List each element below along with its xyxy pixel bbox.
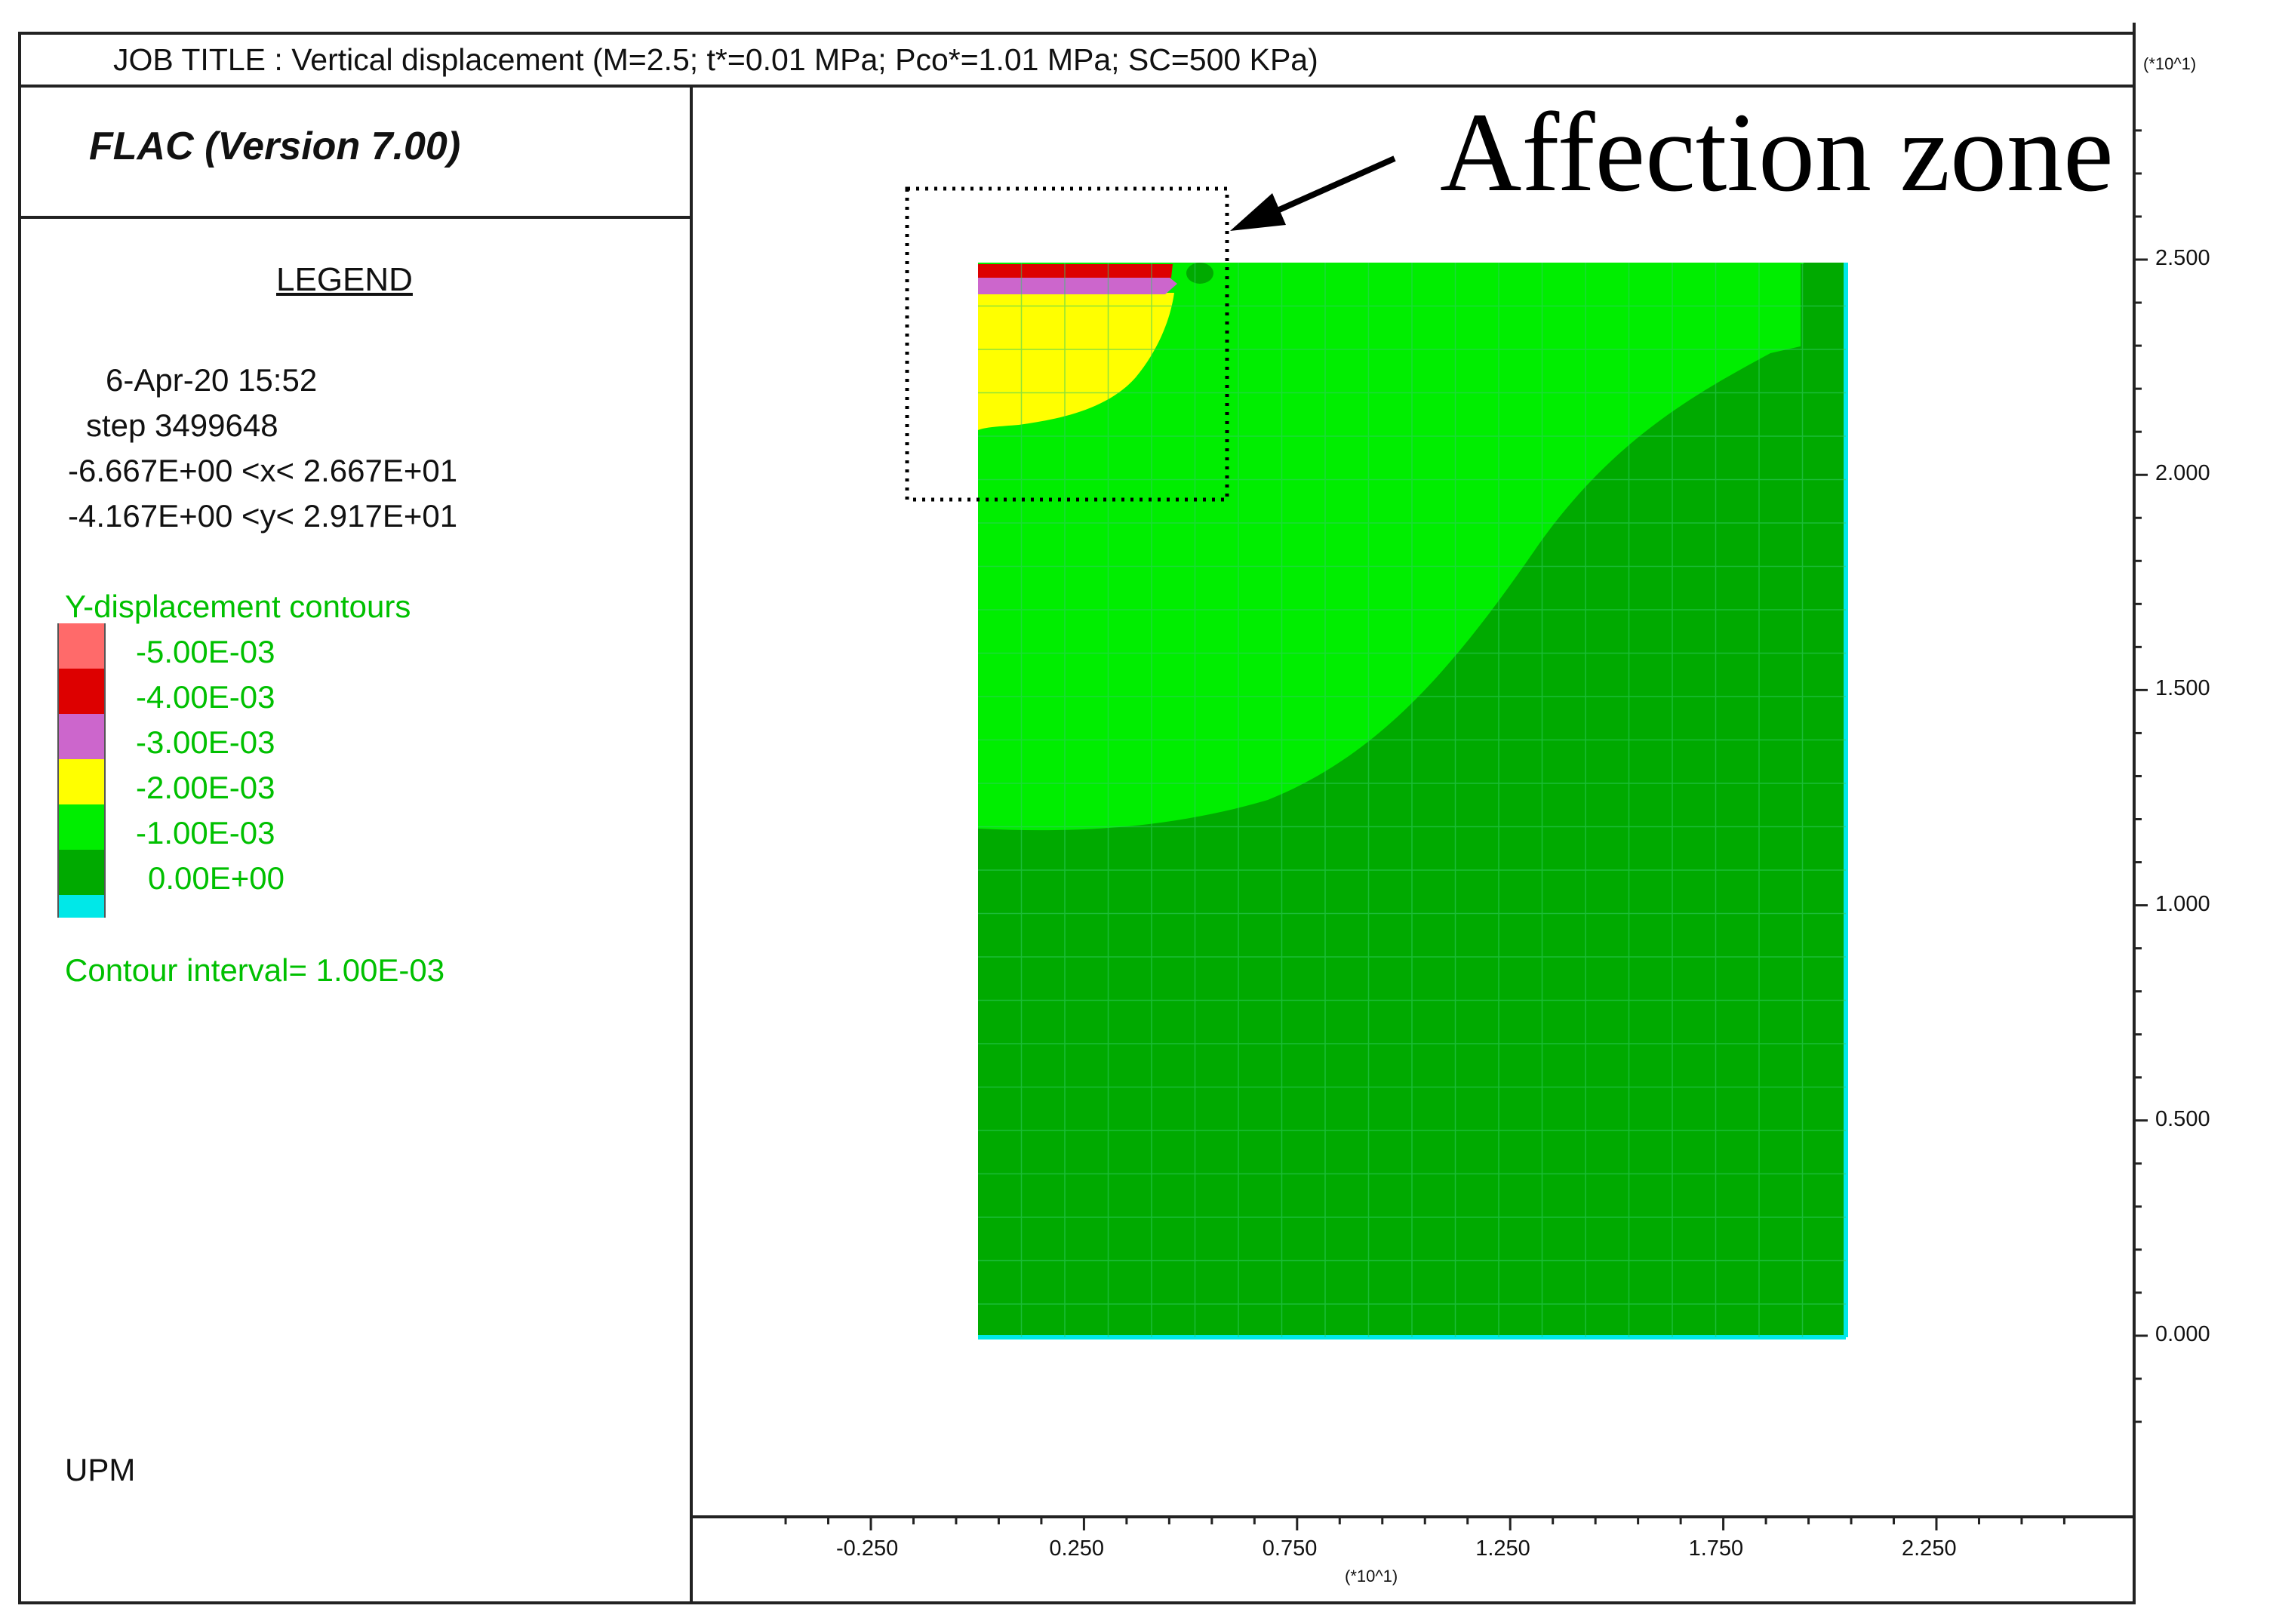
x-tick-label: 0.250 [1049,1536,1104,1561]
affection-arrow [1230,155,1396,231]
legend-swatch [57,714,106,759]
contour-bubble [1186,263,1213,284]
institution-label: UPM [65,1452,136,1487]
affection-zone-box [905,186,1229,502]
contour-interval: Contour interval= 1.00E-03 [65,952,445,988]
contour-band-edge-wedge [1801,264,1844,355]
mesh-grid [978,263,1846,1337]
contour-band-yellow [978,293,1174,430]
y-axis-exponent: (*10^1) [2143,54,2197,73]
legend-label: 0.00E+00 [148,860,285,896]
legend-swatch [57,804,106,850]
contour-band-magenta [978,278,1177,294]
contour-plot [978,263,1848,1339]
y-tick-label: 2.500 [2155,246,2210,270]
legend-swatch [57,759,106,804]
legend-label: -3.00E-03 [136,724,275,760]
legend-label: -2.00E-03 [136,770,275,805]
legend-label: -4.00E-03 [136,679,275,715]
job-title: JOB TITLE : Vertical displacement (M=2.5… [113,42,1318,77]
legend-swatch [57,895,106,918]
affection-zone-label: Affection zone [1440,90,2114,215]
x-tick-label: 1.750 [1688,1536,1744,1561]
run-step: step 3499648 [86,408,278,443]
y-axis [2134,129,2148,1423]
contour-title: Y-displacement contours [65,589,411,624]
run-date: 6-Apr-20 15:52 [106,362,318,398]
x-tick-label: 2.250 [1902,1536,1957,1561]
x-range: -6.667E+00 <x< 2.667E+01 [68,453,458,488]
x-tick-label: 1.250 [1475,1536,1530,1561]
software-version: FLAC (Version 7.00) [89,125,461,168]
y-tick-label: 1.500 [2155,676,2210,701]
legend-label: -1.00E-03 [136,815,275,850]
y-tick-label: 2.000 [2155,461,2210,486]
y-range: -4.167E+00 <y< 2.917E+01 [68,498,458,534]
contour-band-light-green [978,263,1804,831]
x-axis-exponent: (*10^1) [1345,1567,1398,1586]
y-tick-label: 1.000 [2155,891,2210,916]
x-tick-label: 0.750 [1262,1536,1318,1561]
y-tick-label: 0.000 [2155,1322,2210,1346]
x-tick-label: -0.250 [836,1536,899,1561]
legend-swatch [57,623,106,669]
contour-band-red [978,264,1173,278]
y-tick-label: 0.500 [2155,1106,2210,1131]
legend-label: -5.00E-03 [136,634,275,669]
legend-heading: LEGEND [276,261,413,298]
legend-swatch [57,669,106,714]
legend-swatch [57,850,106,895]
x-axis [784,1517,2065,1530]
